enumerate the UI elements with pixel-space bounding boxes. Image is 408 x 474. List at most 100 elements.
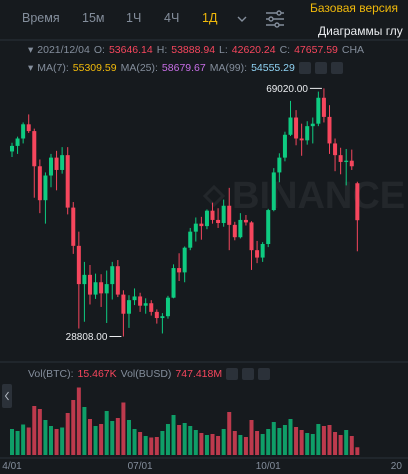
volume-bar <box>355 447 360 455</box>
ma-label: MA(99): <box>209 62 248 74</box>
ohlc-label: O: <box>93 44 105 56</box>
volume-bar <box>221 429 226 455</box>
collapse-arrow[interactable]: ▾ <box>28 44 34 56</box>
volume-bar <box>115 418 120 455</box>
volume-bar <box>260 434 265 455</box>
candle-body <box>221 205 226 224</box>
candle-body <box>149 303 154 312</box>
candle-body <box>21 124 26 139</box>
icon-button[interactable] <box>242 368 255 380</box>
volume-bar <box>10 429 14 455</box>
settings-icon[interactable] <box>266 10 284 28</box>
volume-value: 747.418M <box>175 368 223 380</box>
interval-button[interactable]: 15м <box>82 11 105 25</box>
volume-bar <box>138 432 143 455</box>
candle-body <box>99 282 104 294</box>
icon-button[interactable] <box>298 62 311 74</box>
volume-bar <box>26 427 31 455</box>
ohlc-value: 53646.14 <box>108 44 153 56</box>
candle-body <box>316 97 321 124</box>
volume-bar <box>15 431 20 455</box>
interval-button[interactable]: Время <box>22 11 60 25</box>
candle-body <box>227 205 232 225</box>
candle-body <box>65 155 70 208</box>
dropdown-arrow[interactable] <box>237 16 247 22</box>
candle-body <box>299 138 304 141</box>
icon-button[interactable] <box>226 368 239 380</box>
volume-bar <box>266 429 271 455</box>
candle-body <box>216 219 221 224</box>
candle-body <box>87 274 92 295</box>
volume-bar <box>182 423 187 455</box>
watermark: BINANCE <box>232 175 405 217</box>
volume-bar <box>143 436 148 455</box>
candle-body <box>165 297 170 317</box>
volume-bar <box>48 426 53 455</box>
candle-body <box>71 207 76 246</box>
volume-bar <box>87 419 92 455</box>
candle-body <box>305 126 310 141</box>
candle-body <box>355 183 360 221</box>
candle-body <box>82 274 87 285</box>
volume-label: Vol(BUSD) <box>120 368 172 380</box>
side-handle[interactable] <box>2 384 12 408</box>
ma-label: MA(7): <box>37 62 69 74</box>
candle-body <box>160 316 165 319</box>
basic-version-tab[interactable]: Базовая версия <box>310 1 398 15</box>
candle-body <box>104 284 109 294</box>
ohlc-label: L: <box>219 44 228 56</box>
candle-body <box>333 143 338 156</box>
volume-bar <box>21 424 26 455</box>
depth-chart-tab[interactable]: Диаграммы глу <box>318 24 403 38</box>
volume-bar <box>255 431 260 455</box>
volume-bar <box>316 424 321 455</box>
candle-body <box>266 210 271 244</box>
volume-bar <box>204 435 209 455</box>
ohlc-value: 47657.59 <box>294 44 338 56</box>
candle-body <box>249 222 254 251</box>
ohlc-label: C: <box>279 44 291 56</box>
volume-bar <box>32 406 37 455</box>
candle-body <box>310 123 315 127</box>
candle-body <box>327 116 332 144</box>
ma-row: ▾ MA(7): 55309.59 MA(25): 58679.67 MA(99): 545… <box>28 62 343 74</box>
candle-body <box>238 219 243 238</box>
volume-bar <box>76 387 81 455</box>
candle-body <box>54 157 59 170</box>
volume-label: Vol(BTC): <box>28 368 74 380</box>
x-tick-label: 10/01 <box>256 461 281 472</box>
candle-body <box>294 117 299 139</box>
interval-button[interactable]: 1Ч <box>126 11 142 25</box>
ohlc-label: CHA <box>341 44 365 56</box>
side-handle-arrow <box>4 391 9 401</box>
interval-button[interactable]: 4Ч <box>164 11 180 25</box>
icon-button[interactable] <box>258 368 271 380</box>
candle-body <box>43 175 48 201</box>
watermark-logo <box>202 184 226 208</box>
collapse-arrow[interactable]: ▾ <box>28 62 34 74</box>
icon-button[interactable] <box>314 62 327 74</box>
candle-body <box>349 160 354 167</box>
ohlc-value: 53888.94 <box>171 44 216 56</box>
volume-bar <box>149 437 154 455</box>
candle-body <box>37 166 42 201</box>
interval-button[interactable]: 1Д <box>202 11 218 25</box>
candle-body <box>154 311 159 319</box>
volume-bar <box>271 422 276 455</box>
volume-bar <box>333 432 338 455</box>
candle-body <box>321 97 326 117</box>
candle-body <box>182 247 187 273</box>
icon-button[interactable] <box>330 62 343 74</box>
volume-bar <box>82 407 87 455</box>
candle-body <box>93 282 98 295</box>
candle-body <box>188 231 193 248</box>
ohlc-label: H: <box>156 44 168 56</box>
ohlc-value: 42620.24 <box>231 44 276 56</box>
volume-bar <box>249 420 254 455</box>
volume-bar <box>60 427 65 455</box>
volume-bar <box>160 431 165 455</box>
candle-body <box>204 210 209 227</box>
candle-body <box>143 303 148 306</box>
